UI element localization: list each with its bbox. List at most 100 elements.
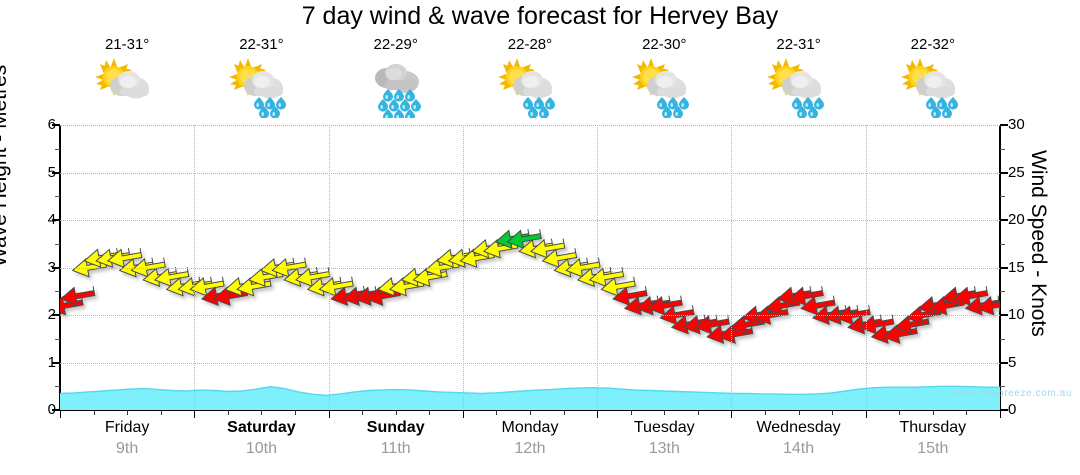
sun-cloud-rain-icon <box>632 58 690 119</box>
y-axis-left-tick-label: 1 <box>47 353 56 371</box>
gridline-horizontal <box>60 220 1000 221</box>
day-footer-tuesday: Tuesday 13th <box>597 418 731 460</box>
y-axis-left-tick-label: 6 <box>47 116 56 133</box>
x-axis-tick-minor <box>261 410 263 415</box>
y-axis-left-tick-label: 4 <box>47 211 56 228</box>
axis-tick-major <box>52 266 60 269</box>
day-header-thursday: 22-32° <box>866 36 1000 122</box>
day-date-label: 9th <box>116 440 139 457</box>
axis-tick-minor <box>1000 196 1005 198</box>
x-axis <box>59 409 1000 411</box>
chart-title: 7 day wind & wave forecast for Hervey Ba… <box>301 2 779 30</box>
y-axis-right-tick-label: 15 <box>1008 258 1025 276</box>
wind-arrow <box>800 295 836 316</box>
day-header-tuesday: 22-30° <box>597 36 731 122</box>
cloud-heavy-rain-icon <box>374 64 421 122</box>
y-axis-right-tick-label: 25 <box>1008 163 1025 181</box>
x-axis-tick-major <box>597 410 599 418</box>
x-axis-tick-minor <box>362 410 364 415</box>
weather-icon-wrapper <box>495 56 565 119</box>
day-name-label: Friday <box>104 419 150 436</box>
x-axis-tick-major <box>1000 410 1001 418</box>
x-axis-tick-minor <box>496 410 498 415</box>
axis-tick-major <box>1000 124 1008 126</box>
y-axis-left-title: Wave Height - Metres <box>0 64 11 267</box>
x-axis-tick-minor <box>563 410 565 415</box>
raindrop-icon <box>254 97 287 119</box>
axis-tick-major <box>52 409 60 411</box>
day-name-label: Wednesday <box>756 419 841 436</box>
day-date-label: 11th <box>380 440 411 457</box>
day-separator-gridline <box>328 125 330 410</box>
y-axis-left-tick-label: 3 <box>47 258 56 276</box>
cloud-icon <box>647 71 687 99</box>
gridline-horizontal <box>60 362 1000 364</box>
wind-arrow <box>318 276 354 297</box>
gridline-horizontal <box>60 125 1000 126</box>
day-name-label: Saturday <box>227 419 296 436</box>
day-header-saturday: 22-31° <box>194 36 328 122</box>
temperature-range-label: 22-31° <box>776 36 821 53</box>
axis-tick-major <box>1000 361 1008 364</box>
x-axis-tick-minor <box>932 410 934 415</box>
cloud-icon <box>915 71 955 99</box>
day-date-label: 13th <box>648 440 680 457</box>
x-axis-tick-minor <box>429 410 431 415</box>
temperature-range-label: 22-30° <box>642 36 687 53</box>
day-footer-sunday: Sunday 11th <box>329 418 463 460</box>
day-name-label: Monday <box>501 419 559 436</box>
y-axis-left-tick-label: 0 <box>47 401 56 418</box>
axis-tick-major <box>52 314 60 316</box>
x-axis-tick-minor <box>630 410 632 415</box>
weather-icon-wrapper <box>898 56 968 119</box>
axis-tick-major <box>1000 314 1008 316</box>
axis-tick-minor <box>55 243 60 245</box>
y-axis-right-tick-label: 30 <box>1008 116 1025 133</box>
gridline-horizontal <box>60 315 1000 316</box>
day-footer-saturday: Saturday 10th <box>194 418 328 460</box>
x-axis-tick-major <box>60 410 61 418</box>
watermark: www.seabreeze.com.au <box>953 388 1072 399</box>
wind-arrow <box>694 314 730 335</box>
sun-cloud-rain-icon <box>900 58 958 119</box>
raindrop-icon <box>657 97 690 119</box>
axis-tick-major <box>1000 171 1008 174</box>
axis-tick-major <box>52 361 60 364</box>
wind-arrow <box>976 295 1000 316</box>
axis-tick-major <box>1000 266 1008 269</box>
sun-cloud-icon <box>95 58 150 99</box>
y-axis-right-tick-label: 5 <box>1008 353 1017 371</box>
weather-icon-wrapper <box>764 56 834 119</box>
day-footer-thursday: Thursday 15th <box>866 418 1000 460</box>
day-separator-gridline <box>597 125 599 410</box>
wind-arrow <box>858 314 895 335</box>
day-separator-gridline <box>462 125 464 410</box>
sun-cloud-rain-icon <box>497 58 555 119</box>
x-axis-tick-minor <box>697 410 699 415</box>
axis-tick-minor <box>1000 338 1005 340</box>
y-axis-right-tick-label: 20 <box>1008 211 1025 228</box>
gridline-horizontal <box>60 172 1000 174</box>
x-axis-tick-minor <box>160 410 162 415</box>
cloud-icon <box>244 71 284 99</box>
x-axis-tick-major <box>865 410 867 418</box>
x-axis-tick-minor <box>530 410 531 415</box>
x-axis-tick-minor <box>227 410 229 415</box>
day-header-wednesday: 22-31° <box>731 36 865 122</box>
raindrop-icon <box>522 97 555 119</box>
raindrop-icon <box>377 89 421 122</box>
weather-icon-wrapper <box>226 56 296 119</box>
x-axis-tick-major <box>462 410 464 418</box>
day-name-label: Tuesday <box>633 419 695 436</box>
x-axis-tick-minor <box>832 410 834 415</box>
temperature-range-label: 22-28° <box>507 36 553 53</box>
y-axis-right-title: Wind Speed - Knots <box>1027 150 1050 337</box>
y-axis-left-tick-label: 5 <box>47 163 56 181</box>
day-date-label: 12th <box>514 440 546 457</box>
axis-tick-major <box>52 124 60 126</box>
wind-arrow <box>153 267 190 287</box>
day-name-label: Sunday <box>366 419 425 436</box>
wind-arrow <box>952 286 989 306</box>
x-axis-tick-minor <box>966 410 968 415</box>
